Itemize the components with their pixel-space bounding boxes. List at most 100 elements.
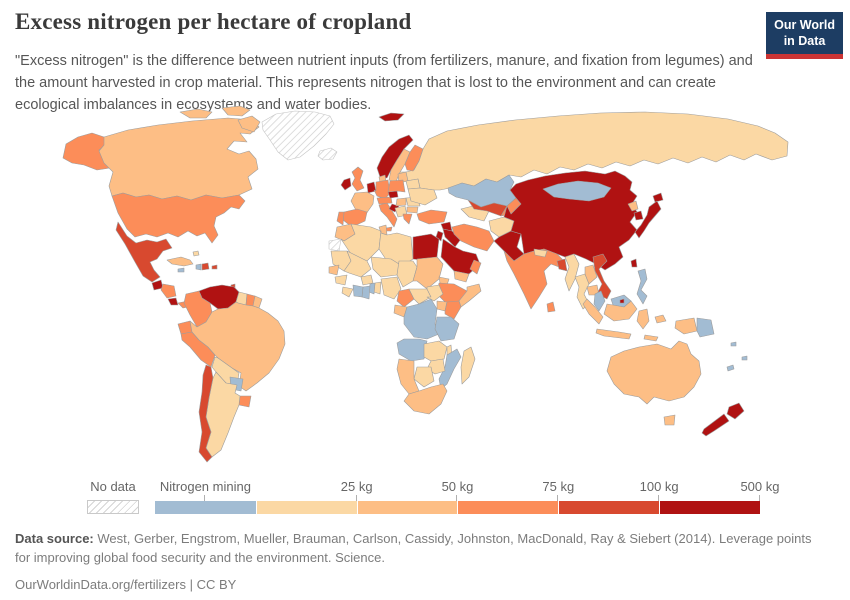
country-turkey[interactable] xyxy=(416,209,448,225)
country-nepal[interactable] xyxy=(533,248,548,258)
country-honduras-nicaragua[interactable] xyxy=(160,283,177,299)
country-sri-lanka[interactable] xyxy=(546,301,556,313)
country-madagascar[interactable] xyxy=(460,346,476,385)
country-new-caledonia[interactable] xyxy=(726,364,735,372)
legend-no-data-swatch[interactable] xyxy=(87,500,139,514)
country-belarus[interactable] xyxy=(405,178,421,190)
country-poland[interactable] xyxy=(387,179,406,193)
country-dominican-republic[interactable] xyxy=(201,262,210,271)
country-malaysia-peninsular[interactable] xyxy=(593,290,606,312)
country-costa-rica[interactable] xyxy=(167,297,179,306)
legend-bin-swatch[interactable] xyxy=(457,501,559,514)
legend-bin-swatch[interactable] xyxy=(255,501,357,514)
country-angola[interactable] xyxy=(396,338,428,362)
country-zambia[interactable] xyxy=(423,340,448,362)
country-cuba[interactable] xyxy=(166,256,194,267)
country-taiwan[interactable] xyxy=(630,258,638,268)
country-burkina-faso[interactable] xyxy=(360,274,374,286)
country-united-states[interactable] xyxy=(111,192,246,244)
country-japan-hokkaido[interactable] xyxy=(652,192,664,203)
country-north-korea[interactable] xyxy=(627,200,639,212)
country-sierra-leone-liberia[interactable] xyxy=(341,286,354,298)
country-iran[interactable] xyxy=(451,223,495,252)
country-brunei[interactable] xyxy=(619,298,625,304)
country-chile[interactable] xyxy=(198,364,214,463)
country-uruguay[interactable] xyxy=(238,395,252,408)
country-italy[interactable] xyxy=(378,202,398,228)
country-canada-island-3[interactable] xyxy=(237,115,261,133)
country-united-states-alaska[interactable] xyxy=(62,132,111,171)
country-australia[interactable] xyxy=(606,340,702,405)
country-pacific-island-2[interactable] xyxy=(741,355,748,361)
country-indonesia-lesser-sunda[interactable] xyxy=(643,334,659,342)
country-central-african-republic[interactable] xyxy=(408,288,432,305)
country-india[interactable] xyxy=(503,248,565,310)
country-tasmania[interactable] xyxy=(663,414,676,426)
country-hungary[interactable] xyxy=(395,197,407,207)
legend-bin-swatch[interactable] xyxy=(155,501,256,514)
country-ukraine[interactable] xyxy=(407,187,438,206)
country-bangladesh[interactable] xyxy=(556,258,568,272)
country-vietnam[interactable] xyxy=(592,253,612,300)
country-greece[interactable] xyxy=(402,213,413,225)
country-pacific-island-1[interactable] xyxy=(730,341,737,347)
country-israel-jordan[interactable] xyxy=(435,230,444,242)
country-ecuador[interactable] xyxy=(177,320,193,335)
country-haiti[interactable] xyxy=(195,263,202,271)
country-jamaica[interactable] xyxy=(177,267,185,273)
country-guinea[interactable] xyxy=(334,274,348,286)
country-france[interactable] xyxy=(350,191,375,215)
country-laos[interactable] xyxy=(584,264,598,285)
country-papua-new-guinea[interactable] xyxy=(696,317,715,338)
country-south-korea[interactable] xyxy=(633,210,644,221)
country-kenya[interactable] xyxy=(444,300,462,320)
country-canada[interactable] xyxy=(98,117,260,201)
footer-link[interactable]: OurWorldinData.org/fertilizers | CC BY xyxy=(15,576,237,592)
country-puerto-rico[interactable] xyxy=(211,264,218,270)
country-svalbard[interactable] xyxy=(378,112,405,122)
legend-bin-swatch[interactable] xyxy=(659,501,760,514)
legend-bin-swatch[interactable] xyxy=(356,501,458,514)
country-greenland[interactable] xyxy=(261,110,335,161)
country-portugal[interactable] xyxy=(336,211,345,226)
country-canada-island-2[interactable] xyxy=(221,105,251,117)
legend-bin-swatch[interactable] xyxy=(558,501,660,514)
country-cameroon[interactable] xyxy=(396,288,415,308)
country-new-zealand-south[interactable] xyxy=(701,413,730,437)
country-cote-divoire[interactable] xyxy=(352,284,364,298)
country-somalia[interactable] xyxy=(458,283,482,308)
owid-logo[interactable]: Our World in Data xyxy=(766,12,843,60)
country-oman[interactable] xyxy=(469,259,482,275)
country-mexico[interactable] xyxy=(115,221,173,283)
country-tanzania[interactable] xyxy=(434,316,460,342)
country-germany[interactable] xyxy=(373,179,391,200)
country-iraq[interactable] xyxy=(442,228,462,248)
country-western-sahara[interactable] xyxy=(328,238,342,252)
country-philippines[interactable] xyxy=(636,268,648,305)
country-switzerland-austria[interactable] xyxy=(376,196,393,205)
country-indonesia-java[interactable] xyxy=(595,328,632,340)
country-japan[interactable] xyxy=(634,200,662,239)
country-indonesia-sumatra[interactable] xyxy=(582,298,604,325)
country-brazil[interactable] xyxy=(189,301,286,392)
country-iceland[interactable] xyxy=(317,147,338,161)
country-myanmar[interactable] xyxy=(564,253,580,292)
country-indonesia-papua[interactable] xyxy=(674,317,698,335)
country-yemen[interactable] xyxy=(453,270,470,283)
country-indonesia-kalimantan[interactable] xyxy=(603,300,638,322)
country-italy-sicily[interactable] xyxy=(385,226,393,232)
country-bulgaria[interactable] xyxy=(406,206,419,214)
country-south-africa[interactable] xyxy=(403,383,448,415)
country-bahamas[interactable] xyxy=(192,250,200,257)
country-indonesia-sulawesi[interactable] xyxy=(636,308,650,330)
country-mali[interactable] xyxy=(343,250,372,278)
country-finland[interactable] xyxy=(404,144,424,172)
country-indonesia-maluku[interactable] xyxy=(654,314,667,324)
country-new-zealand-north[interactable] xyxy=(726,402,745,420)
country-mongolia[interactable] xyxy=(542,180,612,202)
country-ireland[interactable] xyxy=(340,177,352,191)
country-united-kingdom[interactable] xyxy=(351,166,365,192)
country-senegal[interactable] xyxy=(328,264,340,276)
country-norway[interactable] xyxy=(376,134,414,179)
country-nigeria[interactable] xyxy=(380,276,402,300)
